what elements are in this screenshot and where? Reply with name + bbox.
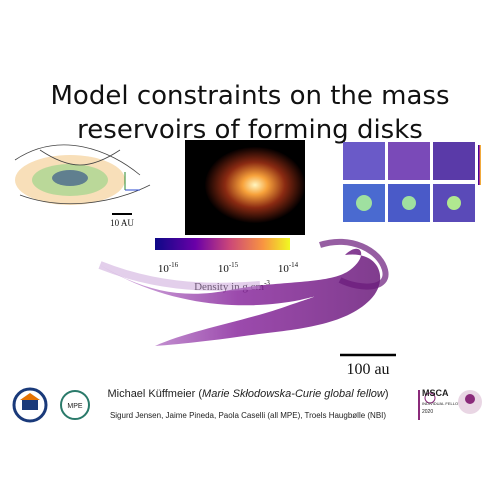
logo-text: MSCA [422,388,449,398]
logo-text: 2020 [422,409,433,415]
title-line: Model constraints on the mass [50,81,449,111]
colorbar-tick: 10-14 [278,261,299,275]
tick-base: 10 [278,263,290,275]
scale-label: 10 AU [110,218,134,228]
colorbar-tick: 10-15 [218,261,239,275]
tick-exp: -15 [229,261,239,269]
disk-image [205,147,305,223]
coauthors: Sigurd Jensen, Jaime Pineda, Paola Casel… [110,411,386,420]
tick-base: 10 [158,263,170,275]
uva-logo [12,387,48,423]
logo-text: INDIVIDUAL FELLOWSHIPS [422,401,474,406]
filament [95,238,389,346]
snapshot-grid [343,142,481,222]
author-line: Michael Küffmeier (Marie Skłodowska-Curi… [107,388,388,400]
colorbar [155,238,290,250]
mpe-logo: MPE [60,390,90,420]
tick-base: 10 [218,263,230,275]
streamline-panel: 10 AU [14,144,151,228]
colorbar-tick: 10-16 [158,261,179,275]
scale-label: 100 au [346,361,389,378]
tick-exp: -14 [289,261,299,269]
tick-exp: -16 [169,261,179,269]
logo-text: MPE [67,403,83,410]
msca-logo: MSCA INDIVIDUAL FELLOWSHIPS 2020 [418,388,482,420]
